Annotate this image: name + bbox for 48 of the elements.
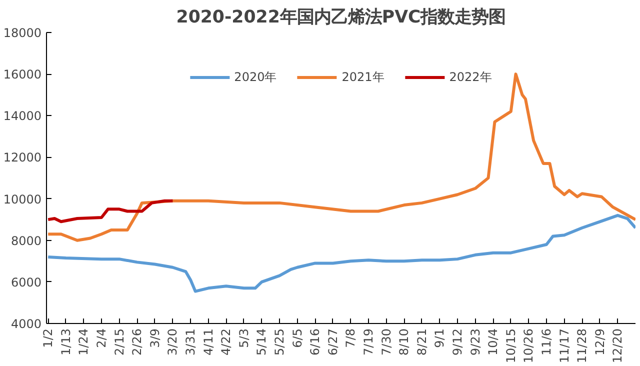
x-tick-label: 11/28 [575, 328, 590, 364]
x-tick-label: 11/6 [540, 328, 554, 356]
line-series [46, 72, 636, 242]
x-tick-label: 1/2 [41, 328, 56, 348]
y-tick-label: 6000 [10, 275, 42, 290]
y-tick-label: 12000 [3, 150, 42, 165]
x-tick-label: 12/9 [592, 328, 607, 356]
legend-label: 2020年 [234, 68, 277, 86]
x-tick-label: 6/16 [308, 328, 322, 356]
x-tick-label: 2/26 [130, 328, 144, 356]
y-tick-label: 16000 [3, 68, 42, 82]
x-tick-label: 2/15 [112, 328, 126, 356]
x-tick-label: 9/23 [468, 328, 482, 356]
x-tick-label: 10/15 [504, 328, 518, 364]
x-tick-label: 12/20 [610, 328, 625, 364]
x-tick-label: 8/10 [397, 328, 412, 356]
x-tick-label: 3/31 [184, 328, 198, 356]
line-series [46, 214, 636, 293]
x-tick-label: 4/11 [201, 328, 216, 356]
x-tick-label: 9/12 [450, 328, 465, 356]
x-tick-label: 10/26 [522, 328, 536, 364]
x-tick-label: 7/19 [362, 328, 376, 356]
y-tick-label: 4000 [10, 317, 42, 331]
x-tick-label: 9/1 [432, 328, 447, 348]
x-tick-label: 5/14 [254, 328, 269, 356]
x-tick-label: 8/21 [414, 328, 429, 356]
x-tick-label: 1/24 [76, 328, 91, 356]
y-tick-label: 14000 [3, 109, 42, 124]
x-tick-label: 7/30 [379, 328, 394, 356]
legend-label: 2022年 [449, 68, 492, 86]
x-tick-label: 6/27 [326, 328, 340, 356]
chart-title: 2020-2022年国内乙烯法PVC指数走势图 [176, 8, 506, 28]
y-tick-label: 8000 [10, 234, 42, 248]
legend-label: 2021年 [342, 68, 384, 86]
x-tick-label: 5/3 [236, 328, 251, 348]
y-tick-label: 18000 [3, 26, 42, 40]
x-tick-label: 10/4 [486, 328, 500, 356]
x-tick-label: 5/25 [272, 328, 287, 356]
x-tick-label: 4/22 [219, 328, 234, 356]
x-tick-label: 3/20 [166, 328, 180, 356]
x-tick-label: 6/5 [290, 328, 304, 348]
line-series [46, 199, 174, 224]
x-tick-label: 3/9 [148, 328, 162, 348]
x-tick-label: 1/13 [58, 328, 73, 356]
x-tick-label: 11/17 [557, 328, 572, 364]
x-tick-label: 2/4 [94, 328, 109, 348]
x-tick-label: 7/8 [344, 328, 358, 348]
y-tick-label: 10000 [3, 192, 42, 206]
